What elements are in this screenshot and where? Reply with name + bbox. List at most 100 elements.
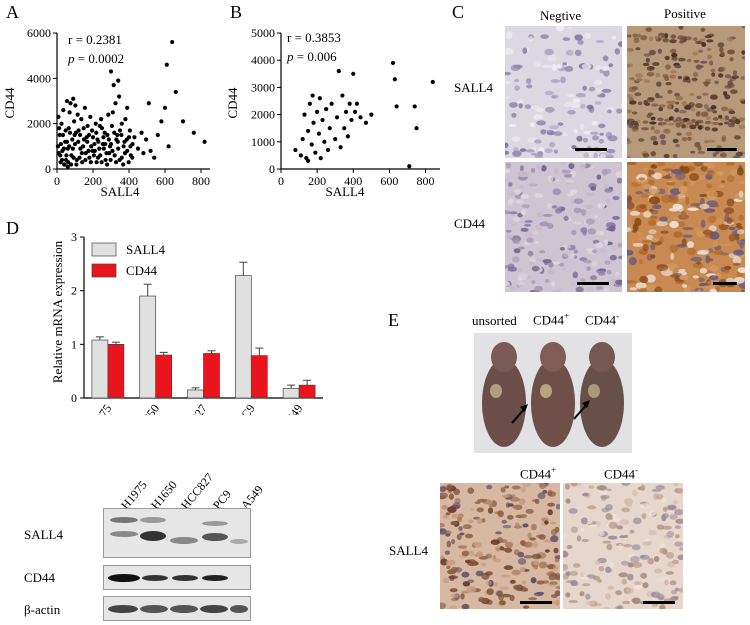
cell-nucleus — [568, 508, 578, 514]
cell-nucleus — [645, 274, 656, 283]
cell-nucleus — [588, 485, 595, 489]
cell-nucleus — [666, 530, 675, 538]
ihc-cd44-positive-image — [627, 162, 745, 292]
cell-nucleus — [645, 27, 653, 32]
cell-nucleus — [465, 533, 473, 539]
cell-nucleus — [621, 578, 627, 585]
cell-nucleus — [535, 224, 543, 231]
cell-nucleus — [716, 170, 724, 176]
cell-nucleus — [461, 550, 470, 557]
panel-d-x-tick-label: H1650 — [132, 402, 162, 415]
cell-nucleus — [574, 34, 583, 41]
cell-nucleus — [446, 540, 452, 548]
arrow-icon — [511, 404, 528, 424]
panel-a-point — [173, 89, 178, 95]
panel-a-point — [121, 144, 126, 149]
cell-nucleus — [614, 517, 621, 522]
cell-nucleus — [444, 550, 450, 555]
panel-a-point — [112, 153, 117, 158]
cell-nucleus — [588, 86, 596, 92]
cell-nucleus — [708, 275, 719, 281]
cell-nucleus — [669, 267, 675, 271]
cell-nucleus — [513, 248, 521, 254]
cell-nucleus — [635, 73, 643, 78]
cell-nucleus — [595, 285, 604, 291]
panel-d-legend-label: SALL4 — [126, 242, 166, 257]
cell-nucleus — [581, 162, 587, 169]
cell-nucleus — [524, 220, 533, 223]
cell-nucleus — [708, 265, 719, 272]
cell-nucleus — [445, 512, 451, 516]
cell-nucleus — [659, 236, 664, 243]
cell-nucleus — [650, 116, 656, 121]
cell-nucleus — [718, 73, 724, 78]
panel-b-point — [345, 134, 350, 139]
cell-nucleus — [591, 261, 598, 267]
cell-nucleus — [681, 137, 688, 142]
panel-a-point — [74, 162, 79, 167]
cell-nucleus — [594, 560, 601, 565]
cell-nucleus — [658, 596, 665, 601]
panel-a-point — [72, 132, 77, 138]
cell-nucleus — [509, 594, 515, 602]
cell-nucleus — [635, 78, 643, 82]
cell-nucleus — [601, 168, 612, 175]
cell-nucleus — [688, 102, 695, 108]
panel-a-point — [117, 94, 122, 99]
cell-nucleus — [531, 105, 540, 110]
cell-nucleus — [682, 181, 688, 187]
arrow-icon — [573, 400, 590, 420]
cell-nucleus — [669, 39, 677, 44]
cell-nucleus — [702, 92, 709, 96]
cell-nucleus — [594, 101, 602, 105]
blot-row-sall4: SALL4 — [24, 527, 63, 542]
panel-a-point — [106, 112, 111, 117]
panel-a-point — [60, 132, 66, 138]
cell-nucleus — [555, 599, 560, 606]
cell-nucleus — [547, 571, 556, 577]
cell-nucleus — [741, 50, 745, 55]
cell-nucleus — [612, 512, 617, 520]
cell-nucleus — [551, 205, 557, 209]
cell-nucleus — [551, 95, 557, 99]
cell-nucleus — [525, 231, 532, 239]
panel-a-point — [90, 135, 96, 140]
panel-b-point — [317, 96, 322, 101]
panel-a-point — [104, 162, 110, 167]
cell-nucleus — [653, 172, 662, 180]
cell-nucleus — [654, 286, 663, 292]
panel-a-point — [126, 160, 131, 165]
panel-a-point — [104, 151, 109, 156]
cell-nucleus — [600, 495, 610, 500]
cell-nucleus — [689, 173, 699, 181]
cell-nucleus — [698, 277, 705, 283]
cell-nucleus — [656, 95, 663, 99]
cell-nucleus — [477, 498, 488, 503]
cell-nucleus — [511, 136, 521, 142]
cell-nucleus — [720, 266, 726, 273]
cell-nucleus — [628, 86, 637, 93]
panel-b-point — [333, 136, 338, 142]
cell-nucleus — [678, 587, 683, 593]
cell-nucleus — [542, 259, 552, 264]
cell-nucleus — [440, 495, 446, 500]
cell-nucleus — [648, 229, 657, 235]
panel-a-point — [146, 101, 151, 106]
cell-nucleus — [659, 216, 668, 222]
cell-nucleus — [699, 38, 706, 42]
cell-nucleus — [505, 96, 510, 100]
cell-nucleus — [598, 566, 605, 572]
cell-nucleus — [467, 579, 475, 583]
cell-nucleus — [585, 593, 591, 600]
cell-nucleus — [526, 237, 534, 243]
cell-nucleus — [547, 502, 555, 507]
cell-nucleus — [552, 188, 561, 196]
cell-nucleus — [627, 162, 637, 165]
panel-a-point — [139, 130, 144, 135]
cell-nucleus — [627, 34, 632, 38]
cell-nucleus — [576, 135, 583, 142]
cell-nucleus — [706, 39, 714, 43]
cell-nucleus — [616, 108, 622, 114]
cell-nucleus — [530, 122, 535, 128]
cell-nucleus — [724, 85, 733, 89]
